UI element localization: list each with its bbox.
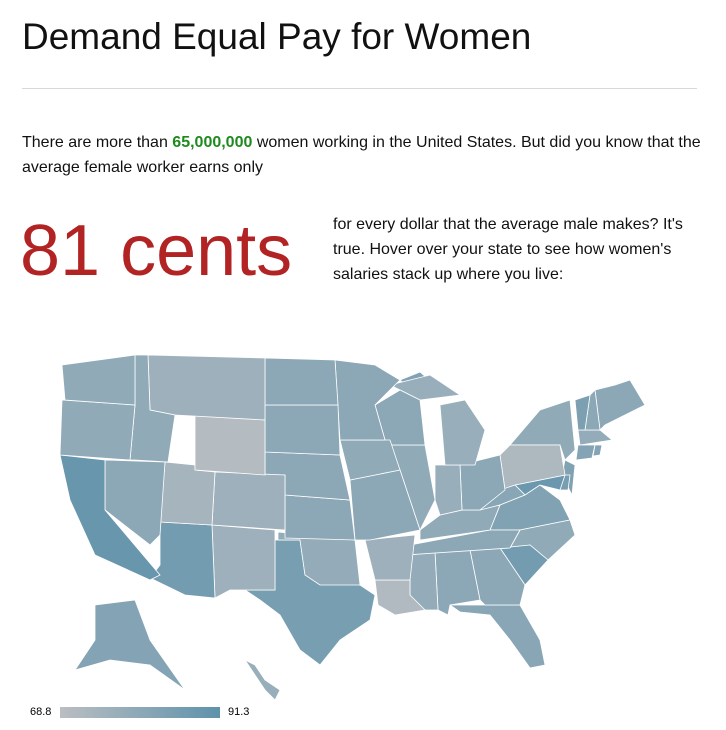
state[interactable] [334, 359, 401, 441]
intro: There are more than 65,000,000 women wor… [22, 130, 702, 180]
state[interactable] [211, 471, 286, 531]
state[interactable] [211, 524, 276, 599]
state[interactable] [61, 354, 136, 406]
legend-min: 68.8 [30, 706, 51, 718]
legend-bar [60, 707, 220, 718]
state[interactable] [364, 534, 416, 581]
state[interactable] [74, 599, 186, 691]
state[interactable] [575, 444, 596, 461]
intro-text: women working in the United States. But … [22, 134, 701, 176]
state[interactable] [434, 464, 463, 516]
state[interactable] [159, 461, 216, 526]
state[interactable] [439, 399, 486, 466]
state[interactable] [194, 414, 266, 476]
state[interactable] [243, 658, 281, 701]
intro-text: There are more than [22, 134, 173, 151]
state[interactable] [264, 404, 341, 456]
callout-text: for every dollar that the average male m… [333, 216, 683, 283]
divider [22, 88, 697, 89]
state[interactable] [594, 379, 646, 431]
cents-figure: 81 cents [20, 211, 293, 291]
state[interactable] [59, 399, 136, 461]
women-count: 65,000,000 [172, 134, 253, 151]
state[interactable] [448, 604, 546, 669]
state[interactable] [574, 394, 591, 431]
state[interactable] [284, 494, 356, 541]
title: Demand Equal Pay for Women [22, 16, 532, 57]
state[interactable] [577, 429, 613, 446]
legend-max: 91.3 [228, 706, 249, 718]
state[interactable] [264, 357, 339, 406]
state[interactable] [277, 531, 361, 586]
state[interactable] [147, 354, 266, 421]
state[interactable] [59, 454, 161, 581]
